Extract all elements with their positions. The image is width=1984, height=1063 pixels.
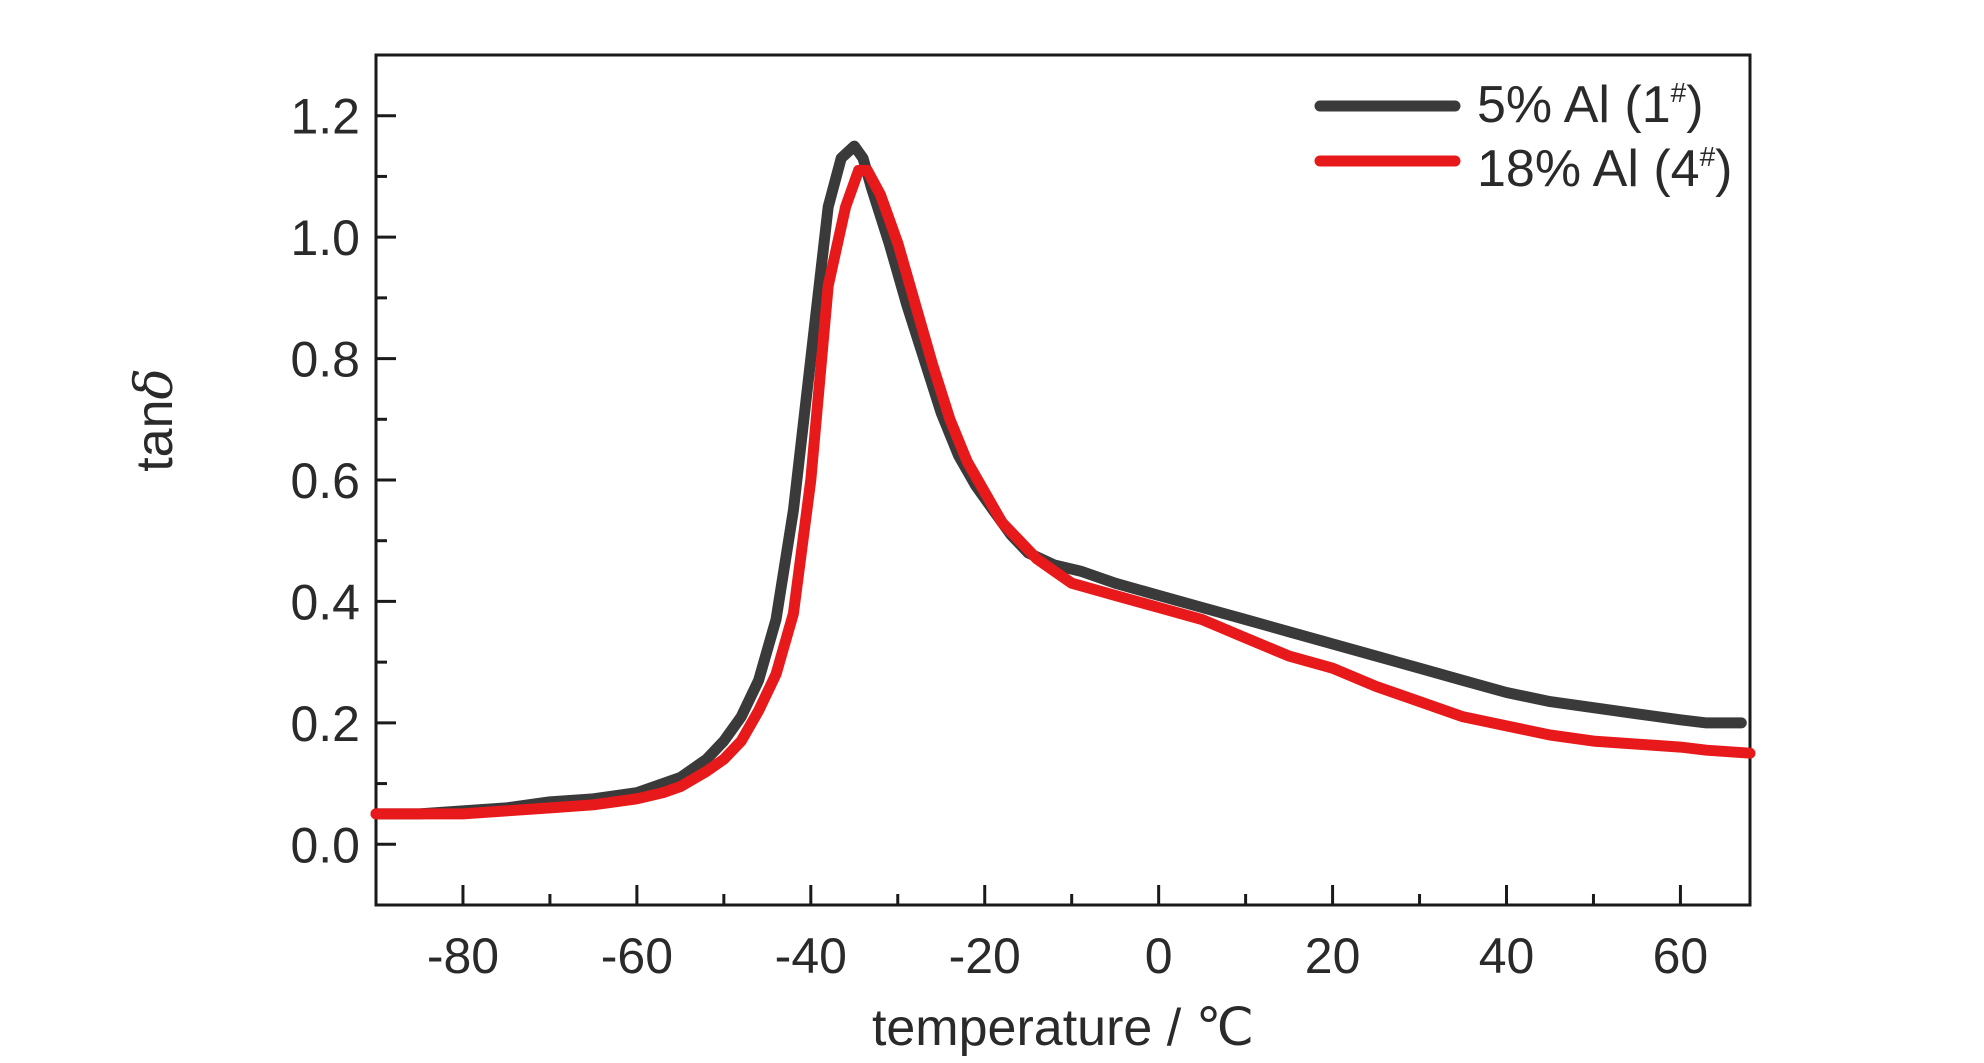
x-tick-label: 20 <box>1305 928 1361 984</box>
legend-label-series-2: 18% Al (4#) <box>1477 140 1732 198</box>
x-tick-label: 60 <box>1653 928 1709 984</box>
series-line-1 <box>370 140 1747 820</box>
x-tick-label: -40 <box>775 928 847 984</box>
labels-layer: -80 -60 -40 -20 0 20 40 60 0.0 0.2 0.4 0.6 0.8 1.0 1.2 <box>290 89 1708 984</box>
legend-label-series-1: 5% Al (1#) <box>1477 76 1704 134</box>
x-tick-label: -60 <box>601 928 673 984</box>
y-tick-label: 0.8 <box>290 332 360 388</box>
x-tick-label: -20 <box>949 928 1021 984</box>
y-tick-label: 1.2 <box>290 89 360 145</box>
y-axis-title-main: tan <box>126 400 184 472</box>
x-tick-label: 40 <box>1479 928 1535 984</box>
y-tick-label: 0.2 <box>290 696 360 752</box>
legend: 5% Al (1#) 18% Al (4#) <box>1314 76 1732 198</box>
y-axis-title: tanδ <box>125 368 185 472</box>
y-tick-label: 1.0 <box>290 210 360 266</box>
x-axis-title: temperature / ℃ <box>872 999 1254 1057</box>
y-tick-label: 0.0 <box>290 817 360 873</box>
series-layer <box>370 140 1756 820</box>
x-tick-label: 0 <box>1145 928 1173 984</box>
y-tick-label: 0.4 <box>290 574 360 630</box>
y-axis-title-symbol: δ <box>125 368 185 399</box>
ticks-layer <box>374 53 1682 907</box>
x-tick-label: -80 <box>427 928 499 984</box>
series-line-2 <box>370 164 1756 820</box>
y-tick-label: 0.6 <box>290 453 360 509</box>
